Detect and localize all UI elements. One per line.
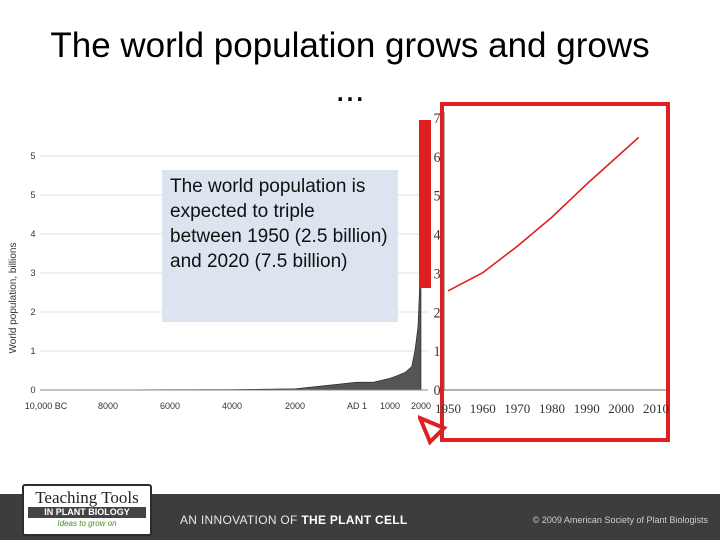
main-x-tick-label: AD 1 — [347, 401, 367, 411]
main-x-tick-label: 2000 — [411, 401, 431, 411]
inset-x-tick-label: 1980 — [539, 401, 565, 416]
main-y-tick-label: 4 — [30, 229, 35, 239]
inset-x-tick-label: 1990 — [574, 401, 600, 416]
teaching-tools-logo: Teaching Tools IN PLANT BIOLOGY Ideas to… — [22, 484, 152, 536]
footer-tagline: AN INNOVATION OF THE PLANT CELL — [180, 513, 408, 527]
footer-copyright: © 2009 American Society of Plant Biologi… — [532, 515, 708, 525]
main-chart-y-axis-label: World population, billions — [8, 243, 19, 354]
inset-chart-y-ticks: 0 1 2 3 4 5 6 7 — [434, 111, 441, 400]
population-note-box: The world population is expected to trip… — [162, 170, 398, 322]
inset-y-tick-label: 3 — [434, 266, 441, 283]
main-x-tick-label: 6000 — [160, 401, 180, 411]
main-y-tick-label: 2 — [30, 307, 35, 317]
inset-y-tick-label: 7 — [434, 111, 441, 128]
inset-highlight-bar — [419, 120, 431, 288]
footer-tagline-prefix: AN INNOVATION OF — [180, 513, 298, 527]
main-chart-y-ticks: 0 1 2 3 4 5 5 — [30, 151, 35, 395]
inset-y-tick-label: 1 — [434, 344, 441, 361]
inset-pointer-arrow — [418, 415, 448, 446]
inset-x-tick-label: 1960 — [470, 401, 496, 416]
inset-y-tick-label: 0 — [434, 383, 441, 400]
inset-chart-frame — [440, 102, 670, 442]
inset-x-tick-label: 1970 — [504, 401, 530, 416]
inset-chart-x-ticks: 1950 1960 1970 1980 1990 2000 2010 — [435, 401, 669, 416]
inset-x-tick-label: 1950 — [435, 401, 461, 416]
main-y-tick-label: 3 — [30, 268, 35, 278]
slide-title: The world population grows and grows ... — [50, 26, 650, 109]
inset-y-tick-label: 2 — [434, 305, 441, 322]
main-y-tick-label: 5 — [30, 151, 35, 161]
main-chart-x-ticks: 10,000 BC 8000 6000 4000 2000 AD 1 1000 2000 — [25, 401, 431, 411]
main-y-tick-label: 5 — [30, 190, 35, 200]
logo-title: Teaching Tools — [35, 488, 139, 507]
population-history-chart: 0 1 2 3 4 5 5 10,000 BC 8000 6000 4000 2000 AD 1 100… — [8, 151, 431, 411]
main-x-tick-label: 2000 — [285, 401, 305, 411]
logo-tagline: Ideas to grow on — [57, 519, 117, 528]
main-y-tick-label: 0 — [30, 385, 35, 395]
population-1950-2010-chart: 0 1 2 3 4 5 6 7 1950 1960 1970 1980 1990 2000 2010 — [418, 102, 670, 446]
main-x-tick-label: 8000 — [98, 401, 118, 411]
inset-y-tick-label: 4 — [434, 227, 441, 244]
logo-subtitle: IN PLANT BIOLOGY — [28, 507, 146, 518]
main-x-tick-label: 4000 — [222, 401, 242, 411]
inset-x-tick-label: 2000 — [608, 401, 634, 416]
footer-tagline-brand: THE PLANT CELL — [301, 513, 408, 527]
main-y-tick-label: 1 — [30, 346, 35, 356]
main-x-tick-label: 10,000 BC — [25, 401, 68, 411]
inset-x-tick-label: 2010 — [643, 401, 669, 416]
population-note-text: The world population is expected to trip… — [170, 176, 388, 272]
main-x-tick-label: 1000 — [380, 401, 400, 411]
population-line-series — [447, 136, 640, 292]
inset-y-tick-label: 6 — [434, 149, 441, 166]
inset-y-tick-label: 5 — [434, 188, 441, 205]
